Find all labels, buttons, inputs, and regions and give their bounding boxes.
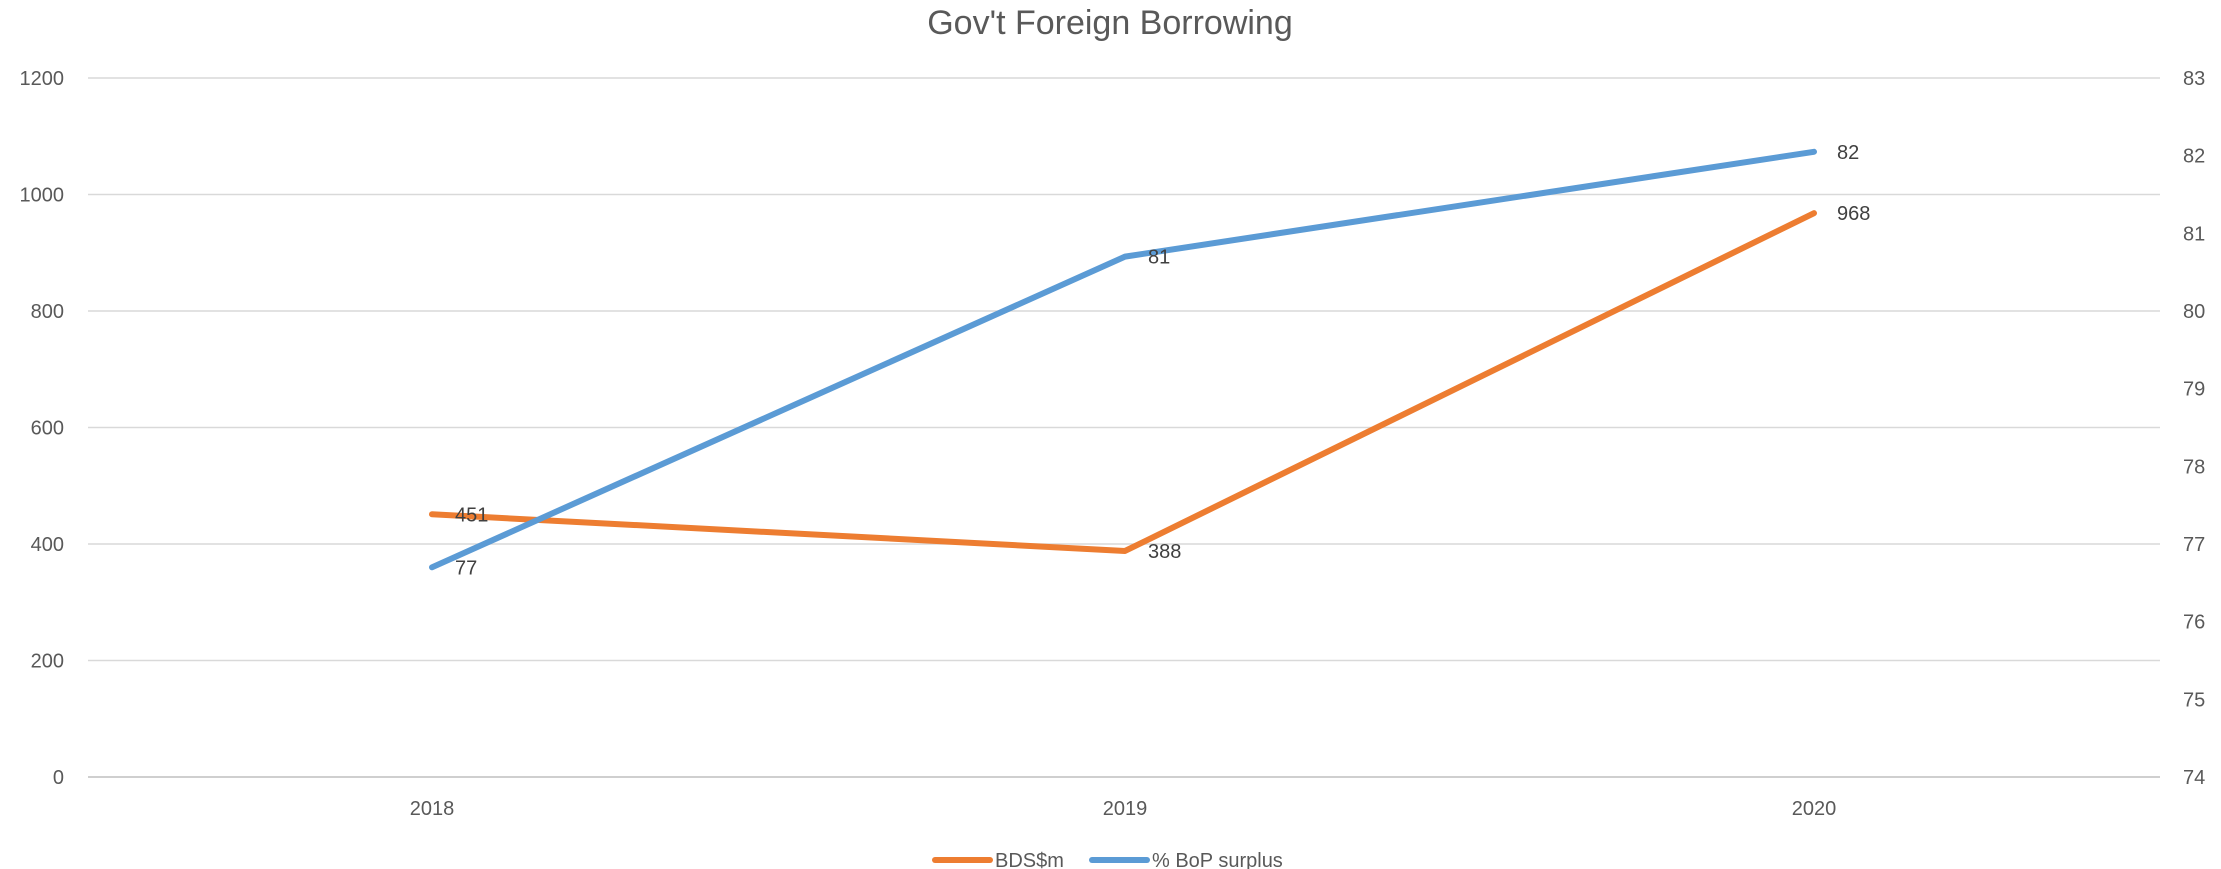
data-label: 451: [455, 504, 488, 526]
data-label: 81: [1148, 247, 1170, 269]
right-tick-label: 81: [2183, 223, 2205, 245]
right-tick-label: 77: [2183, 534, 2205, 556]
left-tick-label: 400: [31, 534, 64, 556]
left-axis-ticks: 0 200 400 600 800 1000 1200: [20, 68, 65, 789]
legend-item[interactable]: % BoP surplus: [1089, 850, 1283, 869]
left-tick-label: 0: [53, 767, 64, 789]
series-lines: [429, 148, 1817, 571]
gridlines: [88, 77, 2160, 778]
right-tick-label: 80: [2183, 301, 2205, 323]
right-tick-label: 79: [2183, 379, 2205, 401]
x-tick-label: 2020: [1792, 798, 1837, 820]
series-line: [429, 210, 1817, 554]
left-tick-label: 1000: [20, 185, 65, 207]
legend-item[interactable]: BDS$m: [932, 850, 1064, 869]
right-tick-label: 78: [2183, 456, 2205, 478]
right-tick-label: 74: [2183, 767, 2205, 789]
series-line: [429, 148, 1817, 571]
chart-title: Gov't Foreign Borrowing: [927, 4, 1293, 42]
right-tick-label: 82: [2183, 146, 2205, 168]
right-axis-ticks: 74 75 76 77 78 79 80 81 82 83: [2183, 68, 2205, 789]
legend-label: BDS$m: [995, 850, 1064, 869]
right-tick-label: 75: [2183, 689, 2205, 711]
right-tick-label: 83: [2183, 68, 2205, 90]
left-tick-label: 600: [31, 418, 64, 440]
left-tick-label: 200: [31, 651, 64, 673]
data-label: 968: [1837, 203, 1870, 225]
legend-label: % BoP surplus: [1152, 850, 1283, 869]
left-tick-label: 1200: [20, 68, 65, 90]
legend[interactable]: BDS$m % BoP surplus: [932, 850, 1283, 869]
data-label: 388: [1148, 541, 1181, 563]
data-label: 82: [1837, 142, 1859, 164]
data-label: 77: [455, 557, 477, 579]
data-labels: 451 388 968 77 81 82: [455, 142, 1870, 580]
x-tick-label: 2019: [1103, 798, 1148, 820]
left-tick-label: 800: [31, 301, 64, 323]
right-tick-label: 76: [2183, 612, 2205, 634]
x-axis-ticks: 2018 2019 2020: [410, 798, 1837, 820]
x-tick-label: 2018: [410, 798, 455, 820]
